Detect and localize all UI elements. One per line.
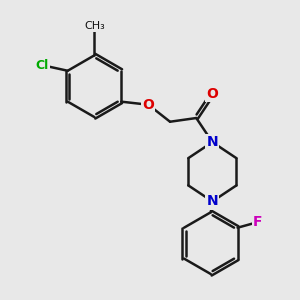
Text: O: O: [206, 87, 218, 101]
Text: N: N: [206, 135, 218, 149]
Text: CH₃: CH₃: [84, 21, 105, 31]
Text: N: N: [206, 194, 218, 208]
Text: O: O: [142, 98, 154, 112]
Text: Cl: Cl: [36, 59, 49, 72]
Text: F: F: [253, 215, 262, 229]
